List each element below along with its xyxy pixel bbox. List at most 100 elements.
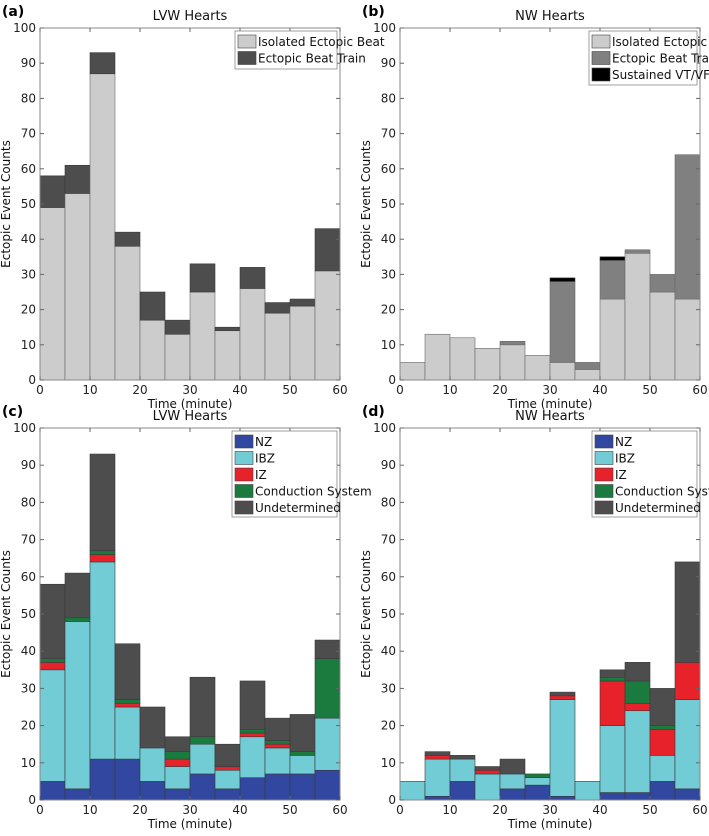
bar-isolated-ectopic-beat-bin-11 xyxy=(314,270,341,381)
y-tick-label: 0 xyxy=(388,373,396,387)
legend-swatch xyxy=(234,434,254,449)
bar-conduction-system-bin-0 xyxy=(39,658,66,663)
bar-undetermined-bin-4 xyxy=(499,758,526,775)
bar-ibz-bin-4 xyxy=(139,747,166,782)
x-tick-label: 40 xyxy=(592,383,607,397)
x-tick-label: 50 xyxy=(282,383,297,397)
x-tick-label: 30 xyxy=(182,803,197,817)
panel-label: (c) xyxy=(2,404,23,420)
bar-ibz-bin-9 xyxy=(264,747,291,775)
y-tick-label: 40 xyxy=(381,232,396,246)
bar-ibz-bin-9 xyxy=(624,710,651,793)
y-tick-label: 70 xyxy=(21,127,36,141)
y-tick-label: 10 xyxy=(381,338,396,352)
legend-swatch xyxy=(237,51,257,65)
panel-c: (c) LVW Hearts 0 10 20 30 40 50 60 0 10 20 30 40 50 60 7… xyxy=(0,404,372,831)
bar-ibz-bin-3 xyxy=(474,773,501,801)
y-tick-label: 100 xyxy=(13,421,36,435)
bar-conduction-system-bin-1 xyxy=(64,617,91,622)
bar-ectopic-beat-train-bin-8 xyxy=(599,260,626,300)
bar-nz-bin-1 xyxy=(424,795,451,801)
bar-iz-bin-0 xyxy=(39,662,66,671)
bar-nz-bin-2 xyxy=(449,781,476,801)
legend-swatch xyxy=(234,467,254,482)
bar-isolated-ectopic-beat-bin-8 xyxy=(599,298,626,381)
panel-a: (a) LVW Hearts 0 10 20 30 40 50 60 0 10 20 30 40 50 60 7… xyxy=(0,4,385,411)
legend-label: Conduction System xyxy=(615,485,709,499)
bar-ectopic-beat-train-bin-1 xyxy=(64,164,91,194)
y-tick-label: 100 xyxy=(13,21,36,35)
bar-undetermined-bin-9 xyxy=(264,717,291,741)
x-tick-label: 0 xyxy=(36,803,44,817)
x-tick-label: 10 xyxy=(442,383,457,397)
bar-conduction-system-bin-5 xyxy=(164,751,191,760)
legend-label: Ectopic Beat Train xyxy=(258,52,366,66)
y-axis-label: Ectopic Event Counts xyxy=(359,550,373,678)
legend-label: IZ xyxy=(615,468,627,482)
bar-nz-bin-10 xyxy=(289,773,316,801)
bar-iz-bin-6 xyxy=(549,695,576,700)
bar-undetermined-bin-3 xyxy=(474,766,501,771)
legend: Isolated Ectopic Beat Ectopic Beat Train S… xyxy=(588,30,709,86)
y-tick-label: 10 xyxy=(381,756,396,770)
bar-iz-bin-2 xyxy=(89,554,116,563)
x-tick-label: 10 xyxy=(82,383,97,397)
legend-label: Isolated Ectopic Beat xyxy=(258,35,385,49)
x-tick-label: 10 xyxy=(82,803,97,817)
y-tick-label: 40 xyxy=(21,232,36,246)
y-tick-label: 30 xyxy=(381,681,396,695)
bar-isolated-ectopic-beat-bin-10 xyxy=(289,305,316,381)
y-tick-label: 40 xyxy=(381,644,396,658)
x-tick-label: 50 xyxy=(642,383,657,397)
bar-ibz-bin-4 xyxy=(499,773,526,790)
legend-label: Isolated Ectopic Beat xyxy=(612,35,709,49)
legend-swatch xyxy=(234,500,254,515)
x-tick-label: 60 xyxy=(692,803,707,817)
legend-swatch xyxy=(591,34,611,49)
legend-label: Sustained VT/VF xyxy=(612,68,709,82)
x-tick-label: 40 xyxy=(592,803,607,817)
bar-ibz-bin-8 xyxy=(239,736,266,778)
bar-isolated-ectopic-beat-bin-7 xyxy=(574,369,601,381)
bar-conduction-system-bin-3 xyxy=(114,699,141,704)
bar-ibz-bin-2 xyxy=(89,561,116,760)
legend-swatch xyxy=(594,484,614,498)
y-tick-label: 20 xyxy=(381,719,396,733)
y-tick-label: 30 xyxy=(21,267,36,281)
bar-conduction-system-bin-2 xyxy=(89,550,116,555)
bar-nz-bin-1 xyxy=(64,788,91,801)
bar-nz-bin-7 xyxy=(214,788,241,801)
bar-undetermined-bin-9 xyxy=(624,662,651,682)
bar-iz-bin-5 xyxy=(164,758,191,767)
y-axis-label: Ectopic Event Counts xyxy=(0,140,13,268)
bar-nz-bin-9 xyxy=(264,773,291,801)
legend-swatch xyxy=(237,34,257,49)
x-tick-label: 60 xyxy=(332,383,347,397)
bar-conduction-system-bin-11 xyxy=(314,658,341,719)
x-axis-label: Time (minute) xyxy=(147,397,233,411)
bar-ectopic-beat-train-bin-4 xyxy=(139,291,166,321)
bar-iz-bin-9 xyxy=(624,702,651,712)
y-tick-label: 20 xyxy=(21,303,36,317)
bar-ibz-bin-7 xyxy=(214,769,241,790)
bar-ectopic-beat-train-bin-7 xyxy=(214,326,241,332)
bar-ectopic-beat-train-bin-9 xyxy=(624,249,651,254)
bar-iz-bin-3 xyxy=(474,769,501,775)
x-tick-label: 20 xyxy=(492,383,507,397)
y-tick-label: 0 xyxy=(28,373,36,387)
bar-nz-bin-4 xyxy=(139,781,166,801)
y-tick-label: 10 xyxy=(21,338,36,352)
bar-isolated-ectopic-beat-bin-1 xyxy=(64,193,91,381)
bar-nz-bin-9 xyxy=(624,792,651,801)
bar-ibz-bin-1 xyxy=(64,621,91,790)
bar-undetermined-bin-6 xyxy=(549,691,576,697)
bar-isolated-ectopic-beat-bin-2 xyxy=(449,337,476,381)
bar-nz-bin-11 xyxy=(314,769,341,801)
y-tick-label: 90 xyxy=(21,56,36,70)
bar-ibz-bin-3 xyxy=(114,706,141,760)
y-tick-label: 90 xyxy=(381,56,396,70)
bar-ibz-bin-0 xyxy=(39,669,66,782)
legend-swatch xyxy=(234,451,254,465)
bar-ibz-bin-1 xyxy=(424,758,451,797)
y-tick-label: 60 xyxy=(21,162,36,176)
